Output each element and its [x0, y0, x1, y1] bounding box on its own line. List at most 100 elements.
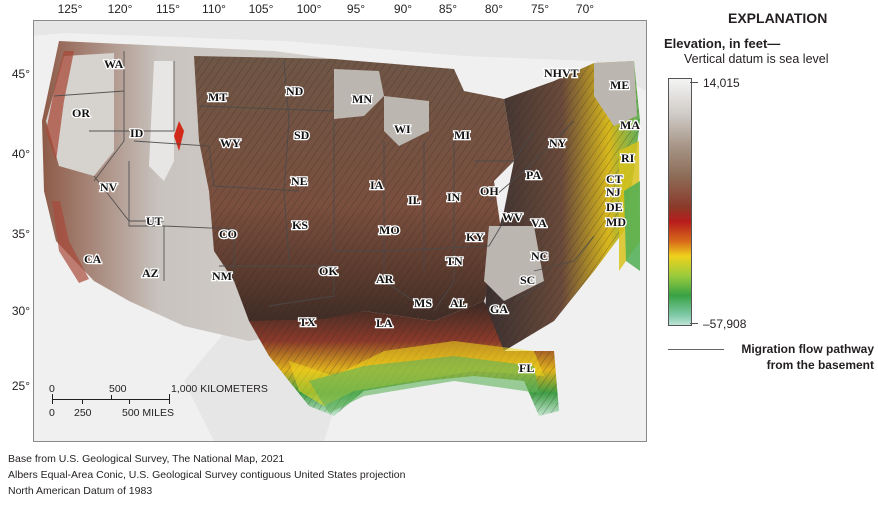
legend-datum-note: Vertical datum is sea level	[684, 52, 829, 66]
state-label-sd: SD	[294, 128, 310, 142]
atlantic-shelf-green	[624, 181, 640, 271]
minnesota-nonstudy	[334, 69, 384, 119]
state-label-ca: CA	[84, 252, 102, 266]
lon-tick-90: 90°	[393, 2, 413, 16]
southeast-nonstudy	[484, 226, 544, 301]
legend-tick-max	[690, 82, 698, 83]
state-label-de: DE	[606, 200, 623, 214]
state-label-wv: WV	[502, 210, 523, 224]
flow-label-line2: from the basement	[766, 358, 874, 372]
legend-max-value: 14,015	[703, 76, 740, 90]
flow-pathway-swatch	[668, 349, 724, 350]
lat-tick-25: 25°	[11, 379, 30, 393]
state-label-mi: MI	[454, 128, 470, 142]
state-label-ok: OK	[319, 264, 338, 278]
state-label-nv: NV	[100, 180, 118, 194]
state-label-mo: MO	[379, 223, 400, 237]
scale-km-500: 500	[109, 383, 127, 395]
state-label-nj: NJ	[606, 185, 621, 199]
legend-elevation-title: Elevation, in feet—	[664, 36, 781, 51]
state-label-oh: OH	[480, 184, 499, 198]
scale-mi-0: 0	[49, 407, 55, 419]
credit-line-projection: Albers Equal-Area Conic, U.S. Geological…	[8, 469, 406, 481]
lon-tick-70: 70°	[575, 2, 595, 16]
legend-min-value: –57,908	[703, 317, 747, 331]
flow-pathway-label: Migration flow pathway from the basement	[732, 341, 874, 373]
state-label-ga: GA	[490, 302, 508, 316]
pacific-coast-accent	[46, 51, 74, 161]
lon-tick-115: 115°	[156, 2, 180, 16]
credit-line-base: Base from U.S. Geological Survey, The Na…	[8, 453, 285, 465]
scale-mi-250: 250	[74, 407, 92, 419]
lon-tick-75: 75°	[530, 2, 550, 16]
flow-label-line1: Migration flow pathway	[741, 342, 874, 356]
state-label-ks: KS	[292, 218, 308, 232]
state-label-tn: TN	[446, 254, 463, 268]
lon-tick-80: 80°	[484, 2, 504, 16]
state-label-tx: TX	[299, 315, 316, 329]
state-label-nhvt: NHVT	[544, 66, 579, 80]
state-label-id: ID	[130, 126, 144, 140]
elevation-color-ramp	[668, 78, 692, 326]
state-label-ia: IA	[370, 178, 384, 192]
state-label-ut: UT	[146, 214, 163, 228]
scale-km-1000: 1,000 KILOMETERS	[171, 383, 268, 395]
scale-tick	[52, 394, 53, 404]
credit-line-datum: North American Datum of 1983	[8, 485, 153, 497]
state-label-az: AZ	[142, 266, 159, 280]
scale-mi-500: 500 MILES	[122, 407, 174, 419]
state-label-fl: FL	[519, 361, 534, 375]
state-label-md: MD	[606, 215, 626, 229]
lat-tick-45: 45°	[11, 67, 30, 81]
idaho-batholith-area	[149, 61, 174, 181]
state-label-il: IL	[408, 193, 421, 207]
state-label-ri: RI	[621, 151, 635, 165]
scale-tick	[129, 399, 130, 404]
state-boundaries	[53, 51, 595, 312]
legend-tick-min	[690, 323, 698, 324]
state-label-nc: NC	[531, 249, 548, 263]
state-label-mt: MT	[208, 90, 227, 104]
state-label-wi: WI	[394, 122, 411, 136]
state-label-me: ME	[610, 78, 629, 92]
state-label-layer: WA OR ID MT ND MN WI MI NY NHVT ME MA RI…	[71, 56, 642, 377]
new-england-nonstudy	[594, 61, 637, 126]
lon-tick-125: 125°	[57, 2, 83, 16]
state-label-ar: AR	[376, 272, 394, 286]
scale-tick	[82, 399, 83, 404]
legend-heading: EXPLANATION	[728, 10, 828, 26]
state-label-nm: NM	[212, 269, 232, 283]
state-label-ny: NY	[549, 136, 567, 150]
lon-tick-95: 95°	[346, 2, 366, 16]
state-label-wy: WY	[220, 136, 241, 150]
scale-km-0: 0	[49, 383, 55, 395]
state-label-sc: SC	[520, 273, 535, 287]
map-canvas	[34, 21, 646, 441]
lon-tick-120: 120°	[107, 2, 133, 16]
lat-tick-35: 35°	[11, 227, 30, 241]
state-label-ky: KY	[466, 230, 484, 244]
state-label-co: CO	[219, 227, 237, 241]
lon-tick-85: 85°	[438, 2, 458, 16]
wisconsin-nonstudy	[384, 96, 429, 146]
state-label-nd: ND	[286, 84, 304, 98]
state-label-la: LA	[376, 316, 393, 330]
scale-tick	[111, 395, 112, 400]
state-label-pa: PA	[526, 168, 541, 182]
scale-tick	[169, 394, 170, 404]
gulf-green-band	[309, 356, 539, 413]
lon-tick-105: 105°	[248, 2, 274, 16]
california-coast-accent	[52, 201, 89, 283]
state-label-ct: CT	[606, 172, 623, 186]
state-label-mn: MN	[352, 92, 372, 106]
canada-landmass	[34, 21, 646, 91]
flow-pathways-central	[194, 56, 514, 331]
state-label-ma: MA	[620, 118, 640, 132]
lon-tick-110: 110°	[202, 2, 226, 16]
state-label-va: VA	[531, 216, 547, 230]
lat-tick-40: 40°	[11, 147, 30, 161]
state-label-wa: WA	[104, 57, 124, 71]
lat-tick-30: 30°	[11, 304, 30, 318]
state-label-ne: NE	[291, 174, 308, 188]
map-frame: WA OR ID MT ND MN WI MI NY NHVT ME MA RI…	[33, 20, 647, 442]
